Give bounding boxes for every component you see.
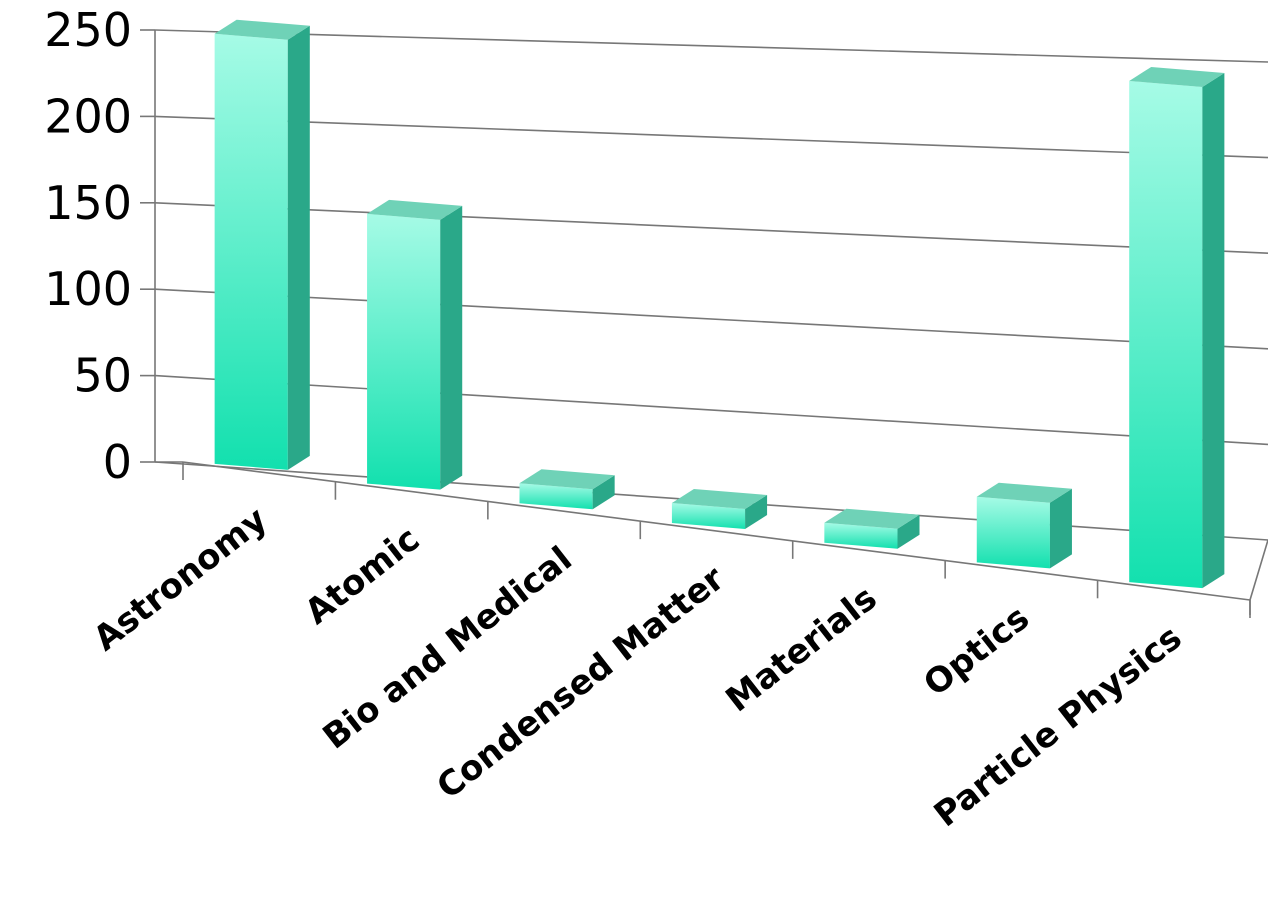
y-tick-label: 0 [103,435,132,489]
bar-top [1129,66,1225,87]
y-tick-label: 200 [44,89,132,143]
bar-1 [367,199,463,490]
y-tick-label: 150 [44,176,132,230]
bar-top [367,199,463,220]
bar-side [1049,488,1072,569]
bar-side [745,495,768,529]
bar-top [519,469,615,490]
bar-top [824,508,920,529]
gridline [154,288,1268,350]
bar-4 [824,508,920,549]
bar-top [976,482,1072,503]
bar-top [671,489,768,509]
bar-side [440,205,463,490]
x-axis-line [182,461,1251,601]
bar-0 [214,19,310,470]
axes-group [140,29,1268,618]
bar-front [671,503,746,529]
y-tick-label: 250 [44,3,132,57]
bar-side [897,514,920,549]
gridline [154,374,1268,446]
bar-front [976,496,1050,569]
bar-side [287,25,310,470]
y-tick-label: 100 [44,262,132,316]
x-category-label: Optics [916,598,1036,704]
bar-side [592,475,615,510]
bar-front [367,213,441,490]
bar-side [1202,72,1225,589]
x-category-label: Materials [719,578,885,720]
x-category-label: Astronomy [86,499,275,659]
x-category-label: Condensed Matter [429,558,732,807]
bar-6 [1129,66,1225,589]
bar-front [214,33,288,470]
bar-front [519,483,593,510]
bar-5 [976,482,1072,569]
bar-front [1129,80,1203,589]
bar-2 [519,469,615,510]
y-tick-label: 50 [73,349,132,403]
bar-3 [671,489,768,529]
bars-group [214,19,1225,589]
gridline [154,115,1268,159]
bar-top [214,19,310,40]
bar-front [824,522,898,549]
x-category-label: Atomic [298,519,428,633]
floor-right-edge [1249,539,1268,601]
gridline [154,202,1268,254]
gridline [154,29,1268,63]
